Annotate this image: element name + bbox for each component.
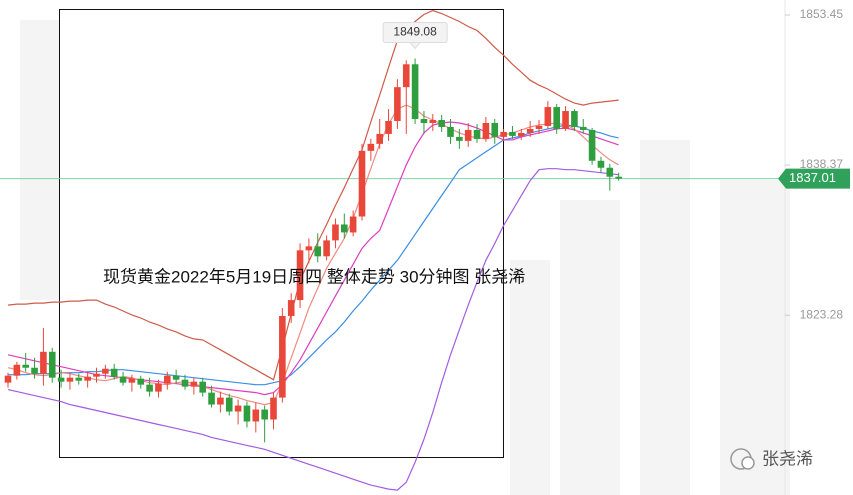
candle-body (420, 118, 428, 123)
last-price-tag: 1837.01 (778, 168, 850, 189)
candle-body (217, 397, 224, 405)
candle-body (606, 167, 614, 177)
candle-body (199, 381, 206, 393)
candle-body (164, 375, 171, 384)
candle-body (261, 409, 268, 420)
candle-body (385, 120, 392, 134)
candle-body (119, 376, 127, 383)
chart-title: 现货黄金2022年5月19日周四 整体走势 30分钟图 张尧浠 (103, 267, 525, 286)
candle-body (447, 126, 454, 137)
candle-body (4, 375, 12, 383)
candle-body (553, 107, 560, 129)
candle-body (110, 368, 118, 377)
candle-body (102, 368, 109, 374)
candle-body (13, 364, 21, 376)
candle-body (579, 126, 587, 130)
peak-pointer (409, 42, 422, 50)
candle-body (208, 392, 215, 405)
candle-body (358, 150, 366, 217)
candle-body (509, 131, 516, 136)
candle-body (518, 132, 525, 136)
candle-body (394, 87, 401, 121)
peak-annotation: 1849.08 (382, 22, 448, 50)
candle-body (234, 405, 242, 412)
candle-body (296, 250, 304, 301)
y-tick-label: 1823.28 (800, 307, 844, 321)
candle-body (181, 379, 189, 387)
candle-body (562, 111, 569, 129)
candle-body (128, 378, 136, 383)
candle-body (57, 377, 65, 382)
candle-body (597, 160, 605, 168)
candle-body (402, 64, 410, 88)
watermark-icon (730, 448, 755, 470)
candle-body (341, 224, 348, 233)
candle-body (287, 300, 295, 317)
last-price-label: 1837.01 (789, 170, 836, 185)
candle-body (225, 397, 233, 412)
candle-body (137, 378, 145, 385)
candle-body (314, 246, 322, 257)
y-tick-label: 1853.45 (800, 7, 844, 21)
candle-body (349, 216, 357, 233)
candle-body (535, 125, 543, 129)
candle-body (48, 351, 56, 378)
candle-body (367, 143, 375, 151)
candle-body (615, 176, 622, 179)
candle-body (438, 119, 445, 127)
candle-body (279, 316, 286, 398)
indicator-line (8, 124, 619, 386)
candle-body (190, 381, 198, 387)
indicator-line (7, 9, 619, 381)
candle-body (252, 409, 260, 422)
watermark: 张尧浠 (762, 449, 813, 468)
last-price-box (778, 168, 850, 189)
candle-body (526, 128, 534, 133)
candle-body (155, 383, 162, 392)
y-tick-label: 1838.37 (800, 157, 844, 171)
candle-body (456, 136, 463, 141)
candle-body (172, 375, 180, 380)
candle-body (411, 64, 419, 119)
candle-body (40, 351, 47, 374)
candle-body (588, 129, 596, 161)
candle-body (22, 364, 29, 368)
indicator-line (7, 168, 619, 491)
indicator-line (7, 104, 619, 406)
candle-body (66, 377, 74, 382)
candle-body (482, 122, 490, 139)
candle-body (146, 384, 153, 392)
candle-body (31, 367, 38, 374)
candle-body (571, 111, 578, 127)
background-pattern (20, 20, 790, 495)
candle-body (500, 131, 507, 137)
candle-body (84, 376, 91, 381)
highlight-box (59, 9, 504, 458)
candle-body (75, 377, 83, 381)
candle-body (429, 119, 437, 123)
candle-body (323, 240, 330, 257)
candle-body (544, 107, 552, 126)
peak-label: 1849.08 (393, 25, 437, 39)
candle-body (491, 122, 499, 137)
indicator-line (7, 121, 619, 396)
candle-body (270, 397, 277, 420)
candle-body (376, 133, 383, 144)
candle-body (464, 129, 472, 141)
candle-body (332, 224, 339, 241)
candle-body (473, 129, 481, 139)
candle-body (243, 405, 251, 422)
candle-body (93, 373, 100, 377)
candle-body (305, 246, 313, 251)
